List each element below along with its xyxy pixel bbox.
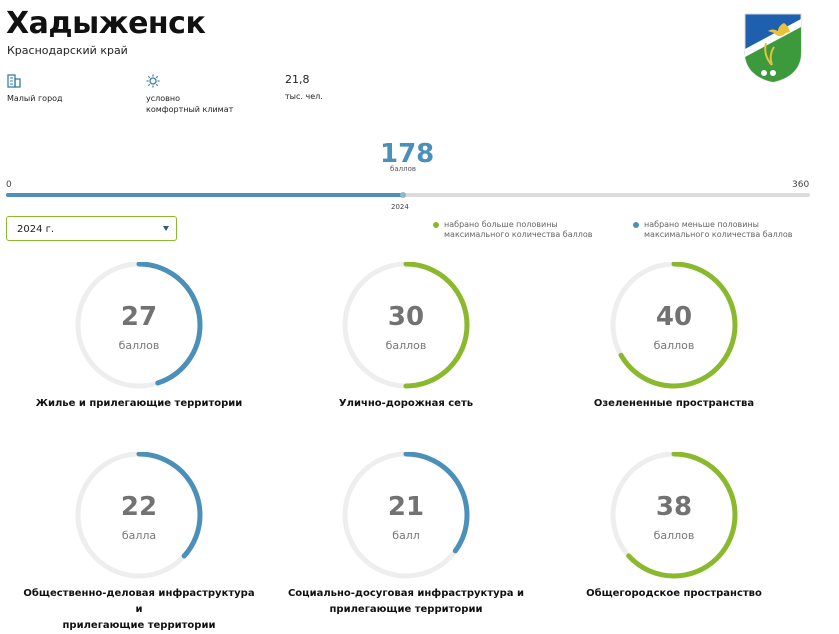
category-score: 21 [387, 492, 425, 522]
category-score: 40 [655, 302, 693, 332]
total-score-unit: баллов [390, 165, 416, 173]
category-card-housing[interactable]: 27 баллов Жилье и прилегающие территории [19, 262, 259, 442]
score-ring-arc [75, 262, 203, 389]
category-card-green-spaces[interactable]: 40 баллов Озелененные пространства [554, 262, 794, 442]
stat-label: Малый город [7, 94, 63, 103]
progress-year-label: 2024 [391, 203, 409, 211]
category-score: 30 [387, 302, 425, 332]
category-card-public-space[interactable]: 38 баллов Общегородское пространство [554, 452, 794, 632]
legend-item-below-half: набрано меньше половины максимального ко… [633, 220, 792, 240]
legend-label: набрано больше половины [444, 220, 558, 229]
stat-population: 21,8 тыс. чел. [285, 74, 323, 102]
score-ring [342, 262, 470, 389]
category-score-unit: баллов [653, 529, 695, 542]
category-score: 27 [120, 302, 158, 332]
stat-label: условно [146, 94, 180, 103]
coat-of-arms-icon [744, 13, 802, 83]
legend-label-2: максимального количества баллов [644, 230, 793, 239]
population-value: 21,8 [285, 73, 310, 86]
city-title: Хадыженск [6, 6, 206, 41]
score-ring-arc [610, 262, 738, 389]
category-label: Общественно-деловая инфраструктура и прил… [23, 588, 255, 631]
category-label: Озелененные пространства [593, 398, 755, 409]
year-select[interactable]: 2024 г. [6, 216, 177, 241]
total-score: 178 [380, 139, 435, 169]
score-progress-bar [6, 192, 810, 198]
year-select-value: 2024 г. [17, 224, 55, 235]
scale-max: 360 [792, 180, 810, 190]
category-label: Социально-досуговая инфраструктура и прил… [287, 588, 525, 615]
category-card-roads[interactable]: 30 баллов Улично-дорожная сеть [286, 262, 526, 442]
legend-label-2: максимального количества баллов [444, 230, 593, 239]
score-ring-arc [75, 452, 203, 579]
score-progress-fill [6, 193, 404, 197]
score-ring [75, 452, 203, 579]
category-score-unit: баллов [385, 339, 427, 352]
legend-label: набрано меньше половины [644, 220, 759, 229]
scale-min: 0 [6, 180, 12, 190]
score-ring [610, 452, 738, 579]
score-ring [342, 452, 470, 579]
category-card-business[interactable]: 22 балла Общественно-деловая инфраструкт… [19, 452, 259, 632]
category-card-leisure[interactable]: 21 балл Социально-досуговая инфраструкту… [286, 452, 526, 632]
category-score-unit: балла [121, 529, 157, 542]
region-name: Краснодарский край [7, 44, 128, 57]
score-ring-arc [342, 262, 470, 389]
legend-dot-green [433, 222, 439, 228]
score-ring-arc [342, 452, 470, 579]
stat-city-size: Малый город [7, 74, 63, 104]
legend-dot-blue [633, 222, 639, 228]
category-score-unit: балл [392, 529, 420, 542]
sun-icon [146, 74, 160, 88]
stat-label: тыс. чел. [285, 92, 323, 101]
score-ring [610, 262, 738, 389]
category-score: 38 [655, 492, 693, 522]
category-score-unit: баллов [118, 339, 160, 352]
building-icon [7, 74, 21, 88]
chevron-down-icon[interactable] [163, 226, 169, 231]
category-label: Общегородское пространство [586, 588, 762, 599]
category-score-unit: баллов [653, 339, 695, 352]
score-ring-arc [610, 452, 738, 579]
category-label: Улично-дорожная сеть [338, 398, 474, 409]
score-progress-marker [400, 192, 407, 198]
category-label: Жилье и прилегающие территории [35, 398, 243, 409]
stat-climate: условно комфортный климат [146, 74, 233, 115]
legend-item-above-half: набрано больше половины максимального ко… [433, 220, 592, 240]
stat-label-2: комфортный климат [146, 105, 234, 114]
score-ring [75, 262, 203, 389]
category-score: 22 [120, 492, 158, 522]
